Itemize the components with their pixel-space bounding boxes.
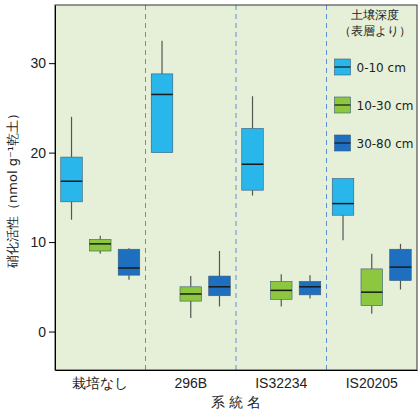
plot-background [55,5,417,370]
whisker-low [371,306,372,314]
whisker-low [190,301,191,318]
legend-swatch [335,97,351,113]
y-tick: 30 [30,55,55,71]
whisker-high [219,251,220,276]
legend-title: 土壌深度 [351,8,399,22]
whisker-low [71,202,72,220]
median [332,203,354,205]
whisker-low [219,296,220,307]
median [209,286,231,288]
x-axis: 栽培なし 296B IS32234 IS20205 [56,370,418,391]
median [242,163,264,165]
y-tick-label: 10 [30,234,46,250]
box [270,281,292,299]
whisker-high [190,276,191,287]
box [151,74,173,153]
whisker-low [128,275,129,279]
legend-title: （表層より） [339,24,411,38]
legend-swatch-median [335,142,351,143]
median [390,266,412,268]
x-tick-label: IS20205 [346,375,398,391]
x-tick: 栽培なし [72,370,128,391]
boxes [61,41,412,318]
y-tick-mark [49,153,55,154]
y-axis-title: 硝化活性（nmol g⁻¹乾土） [5,107,20,269]
whisker-high [400,244,401,249]
box [180,287,202,301]
y-axis-line [55,6,56,371]
x-axis-title: 系 統 名 [211,394,262,410]
median [151,94,173,96]
y-tick-label: 20 [30,145,46,161]
legend-label: 0-10 cm [357,61,406,75]
box [242,128,264,190]
x-tick: 296B [174,370,207,391]
group-separator [326,5,327,370]
median [299,286,321,288]
y-tick-mark [49,63,55,64]
whisker-high [161,41,162,74]
whisker-low [342,215,343,240]
whisker-low [400,281,401,290]
y-tick-label: 0 [38,324,46,340]
whisker-low [100,251,101,254]
legend-label: 10-30 cm [357,99,414,113]
legend-swatch [335,59,351,75]
x-axis-line [56,370,418,371]
group-separator [236,5,237,370]
x-tick-label: 296B [174,375,207,391]
y-tick-mark [49,242,55,243]
x-tick: IS20205 [346,370,398,391]
whisker-high [252,96,253,128]
whisker-high [71,117,72,157]
y-tick: 10 [30,234,55,250]
legend: 土壌深度 （表層より） 0-10 cm 10-30 cm 30-80 cm [335,8,414,151]
chart: 0 10 20 30 栽培なし 296B IS32234 IS20205 系 統 名 硝化活性（n… [0,0,420,411]
plot-frame [55,5,417,370]
box [361,269,383,306]
whisker-high [100,236,101,240]
median [118,267,140,269]
y-tick-label: 30 [30,55,46,71]
box [299,281,321,294]
median [180,293,202,295]
whisker-high [281,274,282,281]
box [61,157,83,202]
whisker-low [281,299,282,306]
x-tick: IS32234 [255,370,307,391]
box [332,179,354,216]
whisker-low [252,190,253,195]
whisker-low [309,295,310,299]
legend-swatch-median [335,66,351,67]
legend-swatch [335,135,351,151]
box [118,249,140,275]
median [270,290,292,292]
median [89,243,111,245]
box [89,239,111,251]
y-tick: 20 [30,145,55,161]
whisker-high [309,275,310,281]
y-tick-mark [49,332,55,333]
legend-swatch-median [335,104,351,105]
legend-label: 30-80 cm [357,137,414,151]
x-tick-label: 栽培なし [72,375,128,391]
y-axis: 0 10 20 30 [30,6,55,371]
group-separator [145,5,146,370]
y-tick: 0 [38,324,55,340]
median [61,180,83,182]
x-tick-label: IS32234 [255,375,307,391]
box [209,276,231,296]
median [361,291,383,293]
whisker-high [371,254,372,269]
box [390,249,412,280]
